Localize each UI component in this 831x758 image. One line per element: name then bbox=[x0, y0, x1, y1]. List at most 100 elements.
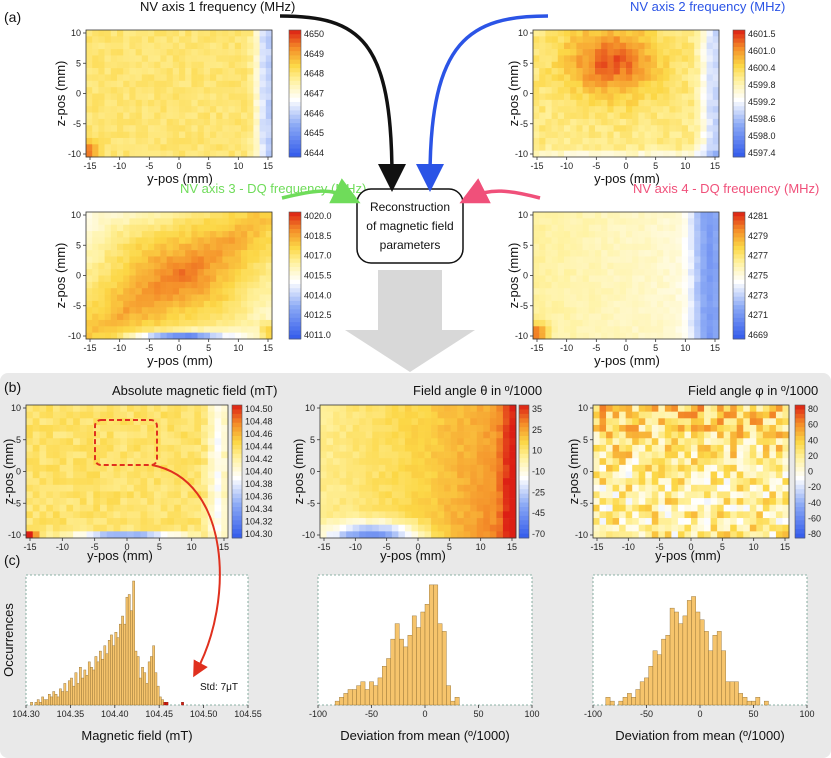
nv1-cell bbox=[234, 131, 242, 139]
theta-cell bbox=[359, 458, 367, 466]
nv2-cell bbox=[688, 80, 695, 88]
nv3-cell bbox=[253, 269, 260, 276]
absB-cell bbox=[180, 531, 188, 539]
nv1-colorbar-segment bbox=[289, 38, 301, 44]
nv3-cell bbox=[160, 300, 167, 308]
nv3-cell bbox=[185, 307, 192, 314]
nv3-cell bbox=[222, 288, 229, 295]
nv2-cell bbox=[564, 125, 571, 132]
nv4-colorbar-segment bbox=[733, 254, 745, 259]
nv1-cell bbox=[104, 150, 112, 158]
nv4-cell bbox=[545, 269, 552, 276]
nv4-cell bbox=[712, 237, 720, 245]
nv3-cell bbox=[98, 262, 105, 270]
nv2-cell bbox=[582, 125, 590, 132]
nv2-cell bbox=[626, 61, 633, 69]
theta-cell bbox=[404, 424, 412, 432]
nv4-cell bbox=[545, 281, 552, 289]
absB-cell bbox=[201, 424, 209, 432]
absB-cell bbox=[46, 491, 54, 499]
h3-bar bbox=[644, 677, 649, 706]
h3-bar bbox=[652, 650, 658, 706]
absB-cell bbox=[52, 444, 60, 452]
nv3-cell bbox=[216, 319, 223, 327]
phi-cell bbox=[625, 444, 633, 452]
nv2-cell bbox=[675, 125, 683, 132]
nv1-cell bbox=[234, 61, 242, 69]
nv1-cell bbox=[185, 99, 192, 107]
theta-cell bbox=[411, 411, 419, 419]
theta-cell bbox=[418, 464, 425, 472]
absB-cell bbox=[52, 411, 60, 419]
theta-cell bbox=[333, 491, 340, 499]
theta-cell bbox=[339, 524, 347, 532]
nv2-cell bbox=[533, 30, 540, 37]
phi-cell bbox=[671, 504, 679, 512]
nv3-cell bbox=[117, 275, 124, 283]
nv3-cell bbox=[160, 269, 167, 276]
theta-cell bbox=[424, 438, 432, 446]
nv4-cell bbox=[626, 262, 633, 270]
nv4-cell bbox=[570, 231, 577, 238]
theta-cell bbox=[326, 498, 334, 506]
nv3-cell bbox=[185, 212, 192, 219]
absB-cell bbox=[39, 438, 47, 446]
theta-cell bbox=[378, 411, 386, 419]
phi-cell bbox=[743, 471, 751, 479]
nv1-cell bbox=[179, 106, 186, 113]
absB-cell bbox=[180, 451, 188, 459]
nv1-cell bbox=[110, 74, 118, 82]
nv4-cell bbox=[712, 231, 720, 238]
nv2-cell bbox=[619, 61, 627, 69]
nv1-cell bbox=[228, 42, 236, 50]
nv4-cell bbox=[688, 300, 695, 308]
nv3-cell bbox=[123, 262, 130, 270]
phi-colorbar-segment bbox=[795, 444, 805, 450]
nv1-cell bbox=[104, 112, 112, 120]
nv2-cell bbox=[706, 68, 714, 75]
nv4-cell bbox=[669, 319, 676, 327]
nv1-cell bbox=[92, 150, 99, 158]
nv4-cell bbox=[607, 332, 614, 340]
phi-cell bbox=[782, 424, 790, 432]
nv2-cell bbox=[588, 93, 596, 101]
theta-cell bbox=[431, 431, 438, 439]
phi-cell bbox=[736, 464, 744, 472]
phi-cell bbox=[749, 411, 757, 419]
theta-cell bbox=[509, 491, 517, 499]
nv2-cell bbox=[582, 68, 590, 75]
theta-cell bbox=[320, 431, 327, 439]
nv3-cell bbox=[216, 307, 223, 314]
nv3-cell bbox=[104, 281, 112, 289]
phi-cell bbox=[723, 504, 731, 512]
nv4-colorbar-segment bbox=[733, 212, 745, 217]
absB-cell bbox=[160, 438, 168, 446]
absB-ytick-label: 10 bbox=[11, 403, 21, 413]
theta-cell bbox=[457, 418, 465, 426]
nv2-cell bbox=[688, 131, 695, 139]
phi-cell bbox=[723, 464, 731, 472]
nv4-cell bbox=[700, 250, 707, 257]
nv1-cell bbox=[123, 87, 130, 94]
phi-cell bbox=[638, 524, 646, 532]
nv4-cell bbox=[564, 256, 571, 264]
nv2-cell bbox=[551, 74, 559, 82]
phi-cell bbox=[664, 411, 672, 419]
absB-cell bbox=[214, 438, 222, 446]
theta-cell bbox=[404, 484, 412, 492]
nv4-cell bbox=[638, 218, 645, 225]
absB-cell bbox=[106, 424, 114, 432]
theta-cell bbox=[372, 418, 380, 426]
theta-cell bbox=[398, 511, 406, 519]
absB-cell bbox=[160, 451, 168, 459]
theta-cell bbox=[326, 471, 334, 479]
phi-cell bbox=[599, 511, 607, 519]
theta-cell bbox=[509, 471, 517, 479]
phi-cell bbox=[756, 524, 764, 532]
nv3-cell bbox=[191, 307, 198, 314]
nv1-cell bbox=[123, 131, 130, 139]
absB-cell bbox=[180, 431, 188, 439]
nv2-cell bbox=[557, 118, 565, 126]
nv3-cell bbox=[123, 269, 130, 276]
nv4-cell bbox=[570, 256, 577, 264]
